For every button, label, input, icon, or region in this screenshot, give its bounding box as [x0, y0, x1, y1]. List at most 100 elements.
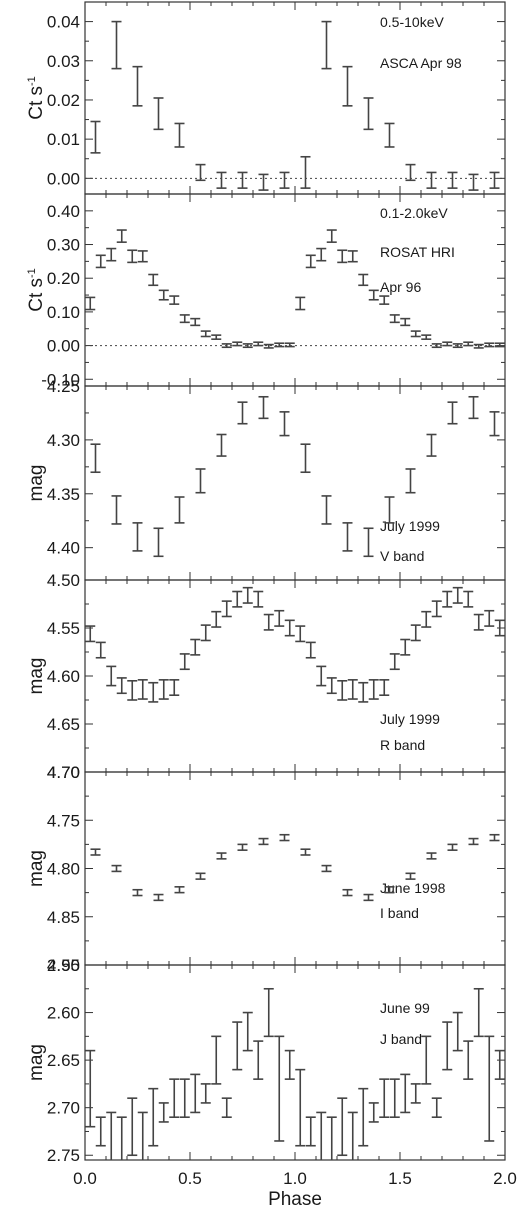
data-point: [484, 342, 495, 348]
panel-annotation: I band: [380, 905, 419, 921]
y-tick-label: 0.20: [47, 269, 80, 288]
data-point: [431, 1097, 442, 1118]
panel-annotation: ROSAT HRI: [380, 244, 455, 260]
data-point: [137, 250, 148, 263]
y-tick-label: 0.04: [47, 13, 80, 32]
data-point: [211, 334, 222, 340]
panel-annotation: 0.1-2.0keV: [380, 205, 448, 221]
data-point: [195, 163, 206, 182]
y-axis-label: mag: [26, 465, 47, 502]
data-point: [111, 864, 122, 873]
data-point: [169, 679, 180, 697]
data-point: [116, 1116, 127, 1160]
data-point: [274, 609, 285, 627]
data-point: [321, 864, 332, 873]
y-tick-label: 0.02: [47, 91, 80, 110]
panel-annotation: R band: [380, 737, 425, 753]
y-axis-label: mag: [26, 1044, 47, 1081]
data-point: [274, 1035, 285, 1142]
data-point: [442, 590, 453, 608]
data-point: [473, 343, 484, 349]
data-point: [216, 433, 227, 457]
panel-frame: [84, 579, 506, 773]
panel-annotation: ASCA Apr 98: [380, 55, 462, 71]
panel-1: 0.00 0.01 0.02 0.03 0.04 Ct s-1 0.5-10keV ASCA …: [26, 1, 506, 195]
data-point: [342, 65, 353, 107]
data-point: [211, 610, 222, 628]
data-point: [368, 289, 379, 301]
x-tick-label: 1.5: [388, 1169, 412, 1188]
data-point: [90, 443, 101, 474]
data-point: [258, 173, 269, 191]
data-point: [463, 341, 474, 347]
data-point: [400, 638, 411, 656]
data-point: [190, 1073, 201, 1114]
data-point: [174, 122, 185, 148]
y-axis-label: Ct s-1: [26, 268, 47, 312]
y-axis-label: mag: [26, 658, 47, 695]
data-point: [494, 619, 505, 637]
y-tick-label: 4.65: [47, 715, 80, 734]
data-point: [253, 341, 264, 347]
data-point: [148, 1087, 159, 1147]
y-tick-label: 4.70: [47, 763, 80, 782]
data-point: [153, 893, 164, 902]
panel-frame: [84, 385, 506, 581]
data-point: [337, 1097, 348, 1157]
data-point: [337, 249, 348, 264]
data-point: [379, 1078, 390, 1118]
data-point: [494, 1049, 505, 1080]
data-point: [190, 317, 201, 327]
data-point: [489, 833, 500, 842]
data-point: [263, 343, 274, 349]
y-tick-label: 0.01: [47, 130, 80, 149]
data-point: [358, 273, 369, 287]
y-tick-label: -0.10: [41, 370, 80, 389]
y-tick-label: 2.65: [47, 1051, 80, 1070]
data-point: [216, 171, 227, 189]
data-point: [368, 679, 379, 700]
data-point: [295, 296, 306, 311]
data-point: [216, 852, 227, 860]
data-point: [85, 625, 96, 643]
data-point: [127, 1097, 138, 1157]
data-point: [237, 171, 248, 189]
data-point: [384, 886, 395, 894]
y-tick-label: 0.00: [47, 337, 80, 356]
data-point: [169, 295, 180, 305]
data-point: [316, 1111, 327, 1160]
y-tick-label: 4.90: [47, 956, 80, 975]
data-point: [473, 987, 484, 1038]
data-point: [316, 665, 327, 687]
data-point: [447, 401, 458, 425]
y-tick-label: 4.30: [47, 431, 80, 450]
y-axis-label: mag: [26, 850, 47, 887]
data-point: [95, 1116, 106, 1147]
data-point: [300, 155, 311, 189]
y-tick-label: 0.00: [47, 169, 80, 188]
data-point: [242, 586, 253, 604]
data-point: [153, 97, 164, 131]
data-point: [195, 872, 206, 880]
panel-annotation: June 99: [380, 1000, 430, 1016]
y-axis-label-unit: Ct s: [26, 86, 47, 120]
data-point: [421, 334, 432, 340]
data-point: [342, 888, 353, 897]
data-point: [400, 317, 411, 327]
data-point: [263, 613, 274, 631]
data-point: [179, 314, 190, 324]
data-point: [321, 495, 332, 525]
y-tick-label: 4.85: [47, 908, 80, 927]
data-point: [127, 679, 138, 701]
data-point: [442, 1021, 453, 1071]
data-point: [489, 411, 500, 437]
data-point: [111, 495, 122, 525]
data-point: [116, 677, 127, 695]
panel-frame: [84, 964, 506, 1161]
data-point: [447, 843, 458, 851]
data-point: [179, 1078, 190, 1118]
data-point: [347, 679, 358, 700]
data-point: [389, 1078, 400, 1118]
data-point: [200, 1083, 211, 1104]
data-point: [232, 1021, 243, 1071]
